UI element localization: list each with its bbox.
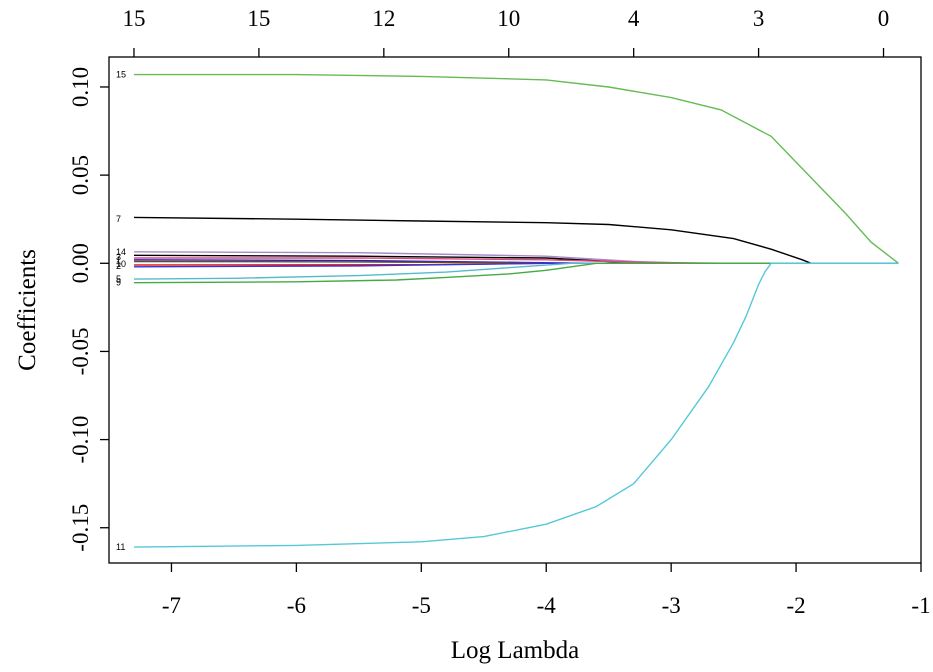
x-tick-label: -3 — [662, 593, 681, 618]
top-axis-label: 3 — [753, 6, 765, 31]
series-endpoint-label: 9 — [116, 278, 121, 288]
series-endpoint-label: 14 — [116, 247, 126, 257]
x-tick-label: -6 — [287, 593, 306, 618]
series-endpoint-label: 3 — [116, 252, 121, 262]
series-endpoint-label: 10 — [116, 259, 126, 269]
x-tick-label: -4 — [537, 593, 557, 618]
plot-frame — [108, 56, 922, 564]
series-endpoint-label: 11 — [116, 542, 125, 552]
x-tick-label: -2 — [786, 593, 805, 618]
y-tick-label: 0.10 — [68, 67, 93, 107]
y-tick-label: -0.10 — [68, 416, 93, 464]
y-tick-label: 0.05 — [68, 155, 93, 195]
series-lines — [133, 73, 899, 548]
series-line-11 — [133, 262, 899, 548]
x-tick-label: -1 — [911, 593, 930, 618]
y-tick-label: 0.00 — [68, 243, 93, 283]
x-tick-label: -5 — [412, 593, 431, 618]
x-axis-title: Log Lambda — [451, 637, 579, 664]
y-axis-title: Coefficients — [14, 249, 41, 371]
top-axis-label: 12 — [372, 6, 395, 31]
x-tick-label: -7 — [162, 593, 181, 618]
series-endpoint-label: 15 — [116, 70, 126, 80]
series-endpoint-label: 5 — [116, 274, 121, 284]
series-endpoint-label: 7 — [116, 214, 121, 224]
top-axis-label: 15 — [122, 6, 145, 31]
series-endpoint-label: 1 — [116, 256, 121, 266]
y-tick-label: -0.15 — [68, 504, 93, 552]
series-line-0 — [134, 73, 899, 264]
y-tick-label: -0.05 — [68, 327, 93, 375]
top-axis-label: 10 — [497, 6, 520, 31]
series-line-1 — [133, 216, 899, 264]
series-line-9 — [133, 262, 899, 280]
series-line-10 — [133, 262, 899, 284]
axes: -7 -6 -5 -4 -3 -2 -115 15 12 10 4 3 00.100.050.00-0.… — [68, 6, 931, 618]
top-axis-label: 4 — [628, 6, 640, 31]
series-endpoint-label: 2 — [116, 261, 121, 271]
top-axis-label: 0 — [878, 6, 890, 31]
top-axis-label: 15 — [247, 6, 270, 31]
